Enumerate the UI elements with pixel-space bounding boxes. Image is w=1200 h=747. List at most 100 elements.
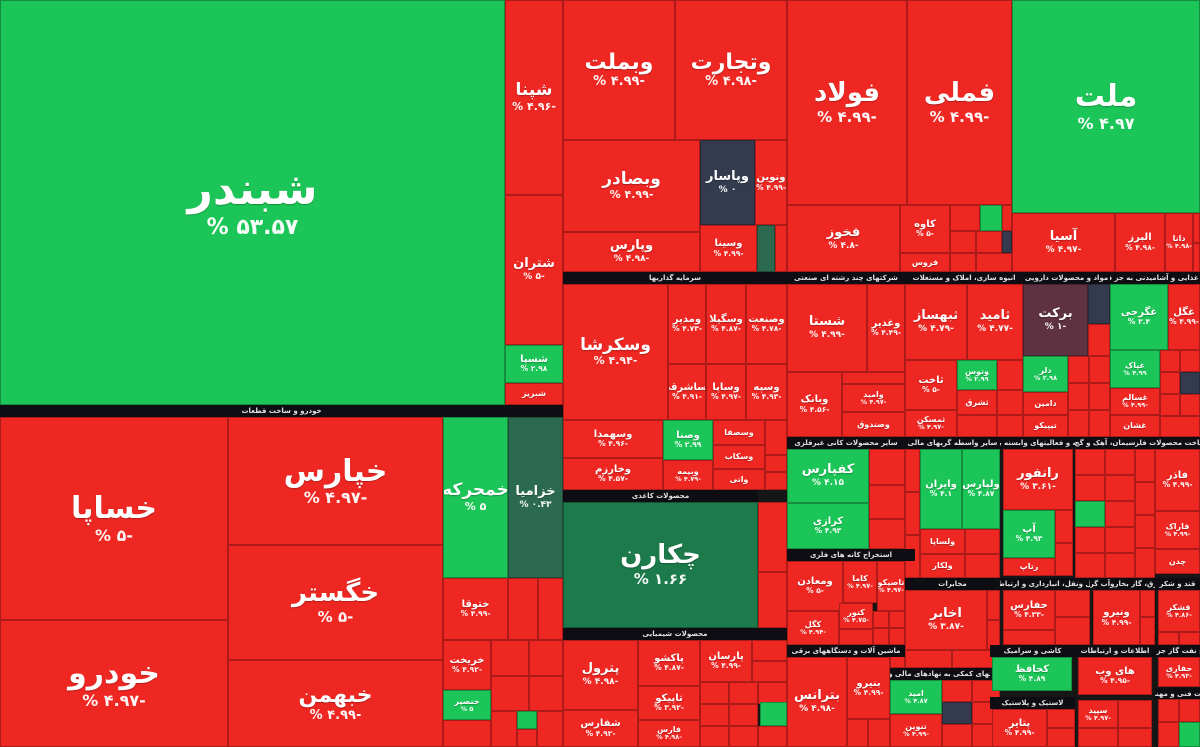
treemap-tile[interactable] xyxy=(1193,213,1200,243)
treemap-tile[interactable]: شپنا -۴.۹۶ % xyxy=(505,0,563,195)
treemap-tile[interactable] xyxy=(752,661,787,682)
treemap-tile[interactable]: وبملت -۴.۹۹ % xyxy=(563,0,675,140)
treemap-tile[interactable] xyxy=(889,611,905,628)
treemap-tile[interactable] xyxy=(1105,449,1135,475)
treemap-tile[interactable] xyxy=(1118,728,1152,747)
treemap-tile[interactable]: پارسان -۴.۹۹ % xyxy=(700,640,752,682)
treemap-tile[interactable]: وخارزم -۴.۵۷ % xyxy=(563,458,663,490)
treemap-tile[interactable] xyxy=(1055,543,1073,576)
treemap-tile[interactable]: خساپا -۵ % xyxy=(0,417,228,620)
treemap-tile[interactable] xyxy=(842,372,905,384)
treemap-tile[interactable]: امید ۴.۸۷ % xyxy=(890,680,942,714)
treemap-tile[interactable]: کاوه -۵ % xyxy=(900,205,950,253)
treemap-tile[interactable] xyxy=(752,640,787,661)
treemap-tile[interactable] xyxy=(700,726,729,747)
treemap-tile[interactable] xyxy=(1135,515,1155,548)
treemap-tile[interactable] xyxy=(942,702,972,724)
treemap-tile[interactable]: کرازی ۴.۹۳ % xyxy=(787,503,869,549)
treemap-tile[interactable] xyxy=(517,711,537,729)
treemap-tile[interactable] xyxy=(1105,527,1135,553)
treemap-tile[interactable] xyxy=(1002,205,1012,231)
treemap-tile[interactable]: سپید -۴.۹۷ % xyxy=(1078,700,1118,728)
treemap-tile[interactable] xyxy=(758,682,787,704)
treemap-tile[interactable]: فارس -۴.۹۸ % xyxy=(638,720,700,747)
treemap-tile[interactable]: رانفور -۳.۶۱ % xyxy=(1003,449,1073,510)
treemap-tile[interactable]: وایران ۴.۱ % xyxy=(920,449,962,529)
treemap-tile[interactable] xyxy=(1179,699,1200,722)
treemap-tile[interactable] xyxy=(942,680,972,702)
treemap-tile[interactable] xyxy=(765,455,787,472)
treemap-tile[interactable] xyxy=(997,415,1023,437)
treemap-tile[interactable]: غگل -۴.۹۹ % xyxy=(1168,284,1200,350)
treemap-tile[interactable]: تنوین -۴.۹۹ % xyxy=(890,714,942,747)
treemap-tile[interactable]: غشان xyxy=(1110,415,1160,437)
treemap-tile[interactable] xyxy=(1068,356,1089,383)
treemap-tile[interactable]: کنور -۴.۷۵ % xyxy=(839,603,873,629)
treemap-tile[interactable]: دامین xyxy=(1023,392,1068,415)
treemap-tile[interactable] xyxy=(1089,383,1110,410)
treemap-tile[interactable]: چکارن ۱.۶۶ % xyxy=(563,502,758,628)
treemap-tile[interactable]: غسالم -۴.۹۹ % xyxy=(1110,388,1160,415)
treemap-tile[interactable] xyxy=(987,590,1000,620)
treemap-tile[interactable] xyxy=(765,420,787,455)
treemap-tile[interactable]: فخوز -۴.۸ % xyxy=(787,205,900,272)
treemap-tile[interactable] xyxy=(508,578,538,640)
treemap-tile[interactable]: وسهمدا -۴.۹۶ % xyxy=(563,420,663,458)
treemap-tile[interactable]: وسکاب xyxy=(713,445,765,469)
treemap-tile[interactable] xyxy=(1055,510,1073,543)
treemap-tile[interactable]: فملی -۴.۹۹ % xyxy=(907,0,1012,205)
treemap-tile[interactable] xyxy=(889,628,905,645)
treemap-tile[interactable]: برکت -۱ % xyxy=(1023,284,1088,356)
treemap-tile[interactable] xyxy=(1078,728,1118,747)
treemap-tile[interactable] xyxy=(1105,553,1135,578)
treemap-tile[interactable]: غپاک ۴.۹۹ % xyxy=(1110,350,1160,388)
treemap-tile[interactable]: وسینا -۴.۹۹ % xyxy=(700,225,757,272)
treemap-tile[interactable]: ومدیر -۴.۷۳ % xyxy=(668,284,706,364)
treemap-tile[interactable]: وساشرقی-۴.۹۱ % xyxy=(668,364,706,420)
treemap-tile[interactable]: ثمسکن -۴.۹۷ % xyxy=(905,410,957,437)
treemap-tile[interactable] xyxy=(491,640,529,676)
treemap-tile[interactable]: خمحرکه ۵ % xyxy=(443,417,508,578)
treemap-tile[interactable]: خودرو -۴.۹۷ % xyxy=(0,620,228,747)
treemap-tile[interactable] xyxy=(1180,350,1200,372)
treemap-tile[interactable] xyxy=(1118,700,1152,728)
treemap-tile[interactable] xyxy=(729,682,758,704)
treemap-tile[interactable]: ثشرق xyxy=(957,390,997,415)
treemap-tile[interactable]: ثامید -۴.۷۷ % xyxy=(967,284,1023,360)
treemap-tile[interactable] xyxy=(1180,394,1200,416)
treemap-tile[interactable] xyxy=(1140,590,1155,617)
treemap-tile[interactable] xyxy=(729,726,758,747)
treemap-tile[interactable]: دانا -۴.۹۸ % xyxy=(1165,213,1193,272)
treemap-tile[interactable] xyxy=(1002,231,1012,253)
treemap-tile[interactable]: غگرجی ۳.۴ % xyxy=(1110,284,1168,350)
treemap-tile[interactable]: رتاپ xyxy=(1003,558,1055,576)
treemap-tile[interactable]: وبانک -۴.۵۶ % xyxy=(787,372,842,437)
treemap-tile[interactable] xyxy=(1088,284,1110,324)
treemap-tile[interactable] xyxy=(1179,632,1200,645)
treemap-tile[interactable] xyxy=(1158,632,1179,645)
treemap-tile[interactable]: ولکار xyxy=(920,554,965,578)
treemap-tile[interactable]: وسپه -۴.۹۳ % xyxy=(746,364,787,420)
treemap-tile[interactable]: فاذر -۴.۹۹ % xyxy=(1155,449,1200,511)
treemap-tile[interactable] xyxy=(700,704,729,726)
treemap-tile[interactable] xyxy=(1089,410,1110,437)
treemap-tile[interactable] xyxy=(757,225,775,272)
treemap-tile[interactable] xyxy=(1135,548,1155,578)
treemap-tile[interactable] xyxy=(1075,475,1105,501)
treemap-tile[interactable]: خپارس -۴.۹۷ % xyxy=(228,417,443,545)
treemap-tile[interactable]: ونوین -۴.۹۹ % xyxy=(755,140,787,225)
treemap-tile[interactable]: بترانس -۴.۹۸ % xyxy=(787,657,847,747)
treemap-tile[interactable]: تاپیکو -۳.۹۲ % xyxy=(638,686,700,720)
treemap-tile[interactable]: وصنعت -۴.۷۸ % xyxy=(746,284,787,364)
treemap-tile[interactable] xyxy=(765,472,787,490)
treemap-tile[interactable] xyxy=(1055,590,1090,617)
treemap-tile[interactable] xyxy=(1160,394,1180,416)
treemap-tile[interactable]: قشکر -۴.۸۶ % xyxy=(1158,590,1200,632)
treemap-tile[interactable] xyxy=(950,205,980,231)
treemap-tile[interactable] xyxy=(957,415,997,437)
treemap-tile[interactable] xyxy=(905,492,920,535)
treemap-tile[interactable]: ولپارس ۴.۸۷ % xyxy=(962,449,1000,529)
treemap-tile[interactable] xyxy=(1179,722,1200,747)
treemap-tile[interactable] xyxy=(491,711,517,747)
treemap-tile[interactable] xyxy=(997,390,1023,415)
